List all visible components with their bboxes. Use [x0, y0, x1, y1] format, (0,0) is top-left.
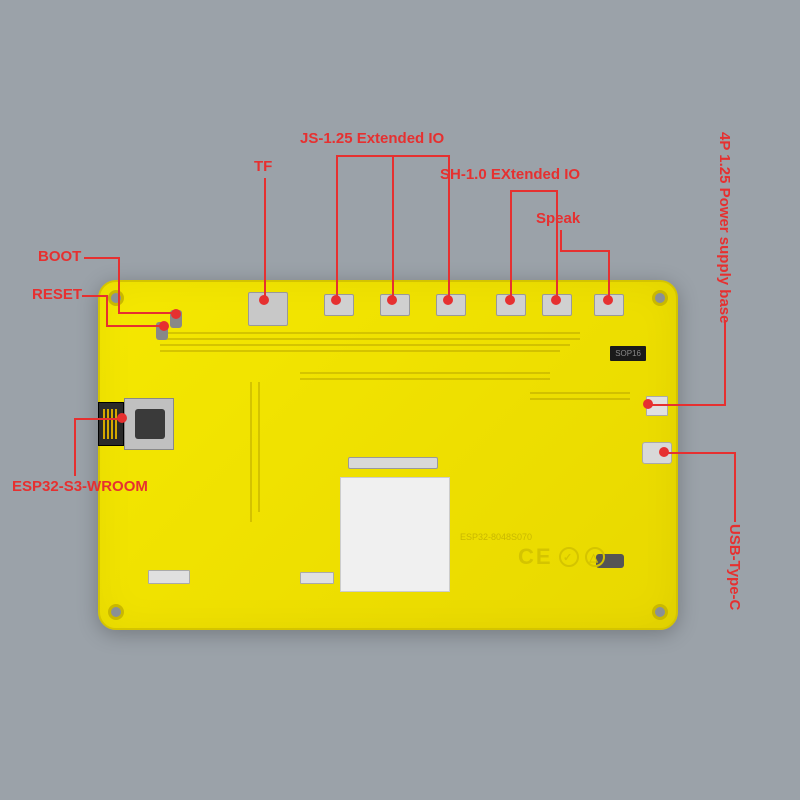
pcb-board: SOP16 ESP32-8048S070 CE ✓ △ — [98, 280, 678, 630]
bottom-connector-1 — [148, 570, 190, 584]
dot-power — [643, 399, 653, 409]
label-usbc: USB-Type-C — [726, 524, 743, 610]
diagram-canvas: SOP16 ESP32-8048S070 CE ✓ △ BOOT RESET T… — [0, 0, 800, 800]
label-reset: RESET — [32, 286, 82, 303]
dot-boot — [171, 309, 181, 319]
label-esp: ESP32-S3-WROOM — [12, 478, 148, 495]
ffc-connector — [348, 457, 438, 469]
dot-js-3 — [443, 295, 453, 305]
dot-tf — [259, 295, 269, 305]
dot-sh-1 — [505, 295, 515, 305]
esp-module — [124, 398, 174, 450]
esp-antenna — [98, 402, 124, 446]
sop16-chip: SOP16 — [610, 346, 646, 361]
label-sh: SH-1.0 EXtended IO — [440, 166, 580, 183]
dot-speak — [603, 295, 613, 305]
dot-esp — [117, 413, 127, 423]
dot-sh-2 — [551, 295, 561, 305]
dot-js-2 — [387, 295, 397, 305]
dot-reset — [159, 321, 169, 331]
label-boot: BOOT — [38, 248, 81, 265]
dot-usbc — [659, 447, 669, 457]
bottom-connector-2 — [300, 572, 334, 584]
label-speak: Speak — [536, 210, 580, 227]
display-connector-area — [340, 477, 450, 592]
board-model-text: ESP32-8048S070 — [460, 532, 532, 542]
label-power: 4P 1.25 Power supply base — [716, 132, 732, 323]
label-js: JS-1.25 Extended IO — [300, 130, 444, 147]
dot-js-1 — [331, 295, 341, 305]
ce-marks: CE ✓ △ — [518, 544, 605, 570]
label-tf: TF — [254, 158, 272, 175]
